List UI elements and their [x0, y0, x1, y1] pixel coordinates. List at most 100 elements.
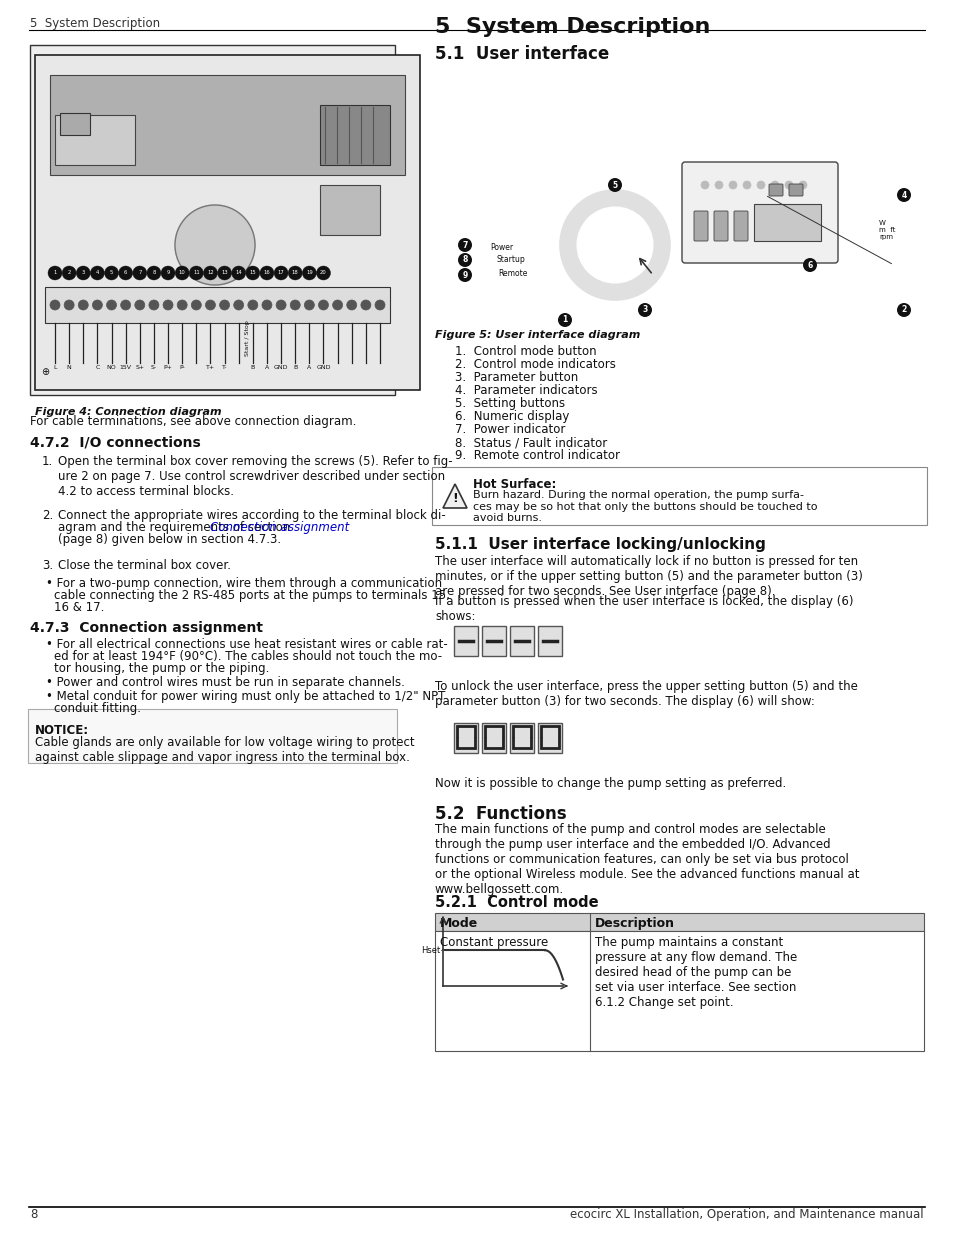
Text: ⊕: ⊕ — [41, 367, 49, 377]
Text: Burn hazard. During the normal operation, the pump surfa-
ces may be so hot that: Burn hazard. During the normal operation… — [473, 490, 817, 524]
Text: Constant pressure: Constant pressure — [439, 936, 548, 948]
Text: 7: 7 — [462, 241, 467, 249]
Circle shape — [233, 300, 243, 310]
FancyBboxPatch shape — [510, 722, 534, 753]
Text: A: A — [307, 366, 311, 370]
Circle shape — [304, 300, 314, 310]
Circle shape — [802, 258, 816, 272]
FancyBboxPatch shape — [510, 626, 534, 656]
Text: 9.  Remote control indicator: 9. Remote control indicator — [455, 450, 619, 462]
Text: cable connecting the 2 RS-485 ports at the pumps to terminals 15,: cable connecting the 2 RS-485 ports at t… — [54, 589, 450, 601]
Text: (page 8) given below in section 4.7.3.: (page 8) given below in section 4.7.3. — [58, 534, 281, 546]
Circle shape — [192, 300, 201, 310]
Text: Mode: Mode — [439, 918, 477, 930]
Circle shape — [259, 266, 274, 280]
Text: 6: 6 — [124, 270, 127, 275]
Circle shape — [757, 182, 764, 189]
FancyBboxPatch shape — [753, 204, 821, 241]
Text: 7.  Power indicator: 7. Power indicator — [455, 424, 565, 436]
Circle shape — [784, 182, 792, 189]
Text: ecocirc XL Installation, Operation, and Maintenance manual: ecocirc XL Installation, Operation, and … — [570, 1208, 923, 1221]
Text: T+: T+ — [206, 366, 214, 370]
Text: 4: 4 — [901, 190, 905, 200]
Text: Power: Power — [490, 242, 513, 252]
FancyBboxPatch shape — [50, 75, 405, 175]
Circle shape — [149, 300, 159, 310]
FancyBboxPatch shape — [454, 626, 477, 656]
Circle shape — [132, 266, 147, 280]
Text: 1.: 1. — [42, 454, 53, 468]
Circle shape — [288, 266, 302, 280]
Text: 5.  Setting buttons: 5. Setting buttons — [455, 396, 564, 410]
Circle shape — [203, 266, 217, 280]
Text: Description: Description — [595, 918, 675, 930]
FancyBboxPatch shape — [454, 722, 477, 753]
Text: 15: 15 — [249, 270, 256, 275]
Text: 7: 7 — [138, 270, 141, 275]
FancyBboxPatch shape — [319, 105, 390, 165]
Circle shape — [177, 300, 187, 310]
Text: S-: S- — [151, 366, 157, 370]
Text: • For a two-pump connection, wire them through a communication: • For a two-pump connection, wire them t… — [46, 577, 441, 590]
Circle shape — [219, 300, 230, 310]
Text: Open the terminal box cover removing the screws (5). Refer to fig-
ure 2 on page: Open the terminal box cover removing the… — [58, 454, 452, 498]
Text: Connection assignment: Connection assignment — [210, 521, 349, 534]
Circle shape — [577, 207, 652, 283]
Circle shape — [457, 238, 472, 252]
Text: Connect the appropriate wires according to the terminal block di-: Connect the appropriate wires according … — [58, 509, 445, 522]
Text: 10: 10 — [178, 270, 185, 275]
Text: 5: 5 — [110, 270, 113, 275]
Circle shape — [896, 188, 910, 203]
FancyBboxPatch shape — [788, 184, 802, 196]
Text: 4.7.2  I/O connections: 4.7.2 I/O connections — [30, 435, 200, 450]
Text: 1: 1 — [561, 315, 567, 325]
Text: 5.1  User interface: 5.1 User interface — [435, 44, 609, 63]
Text: 2: 2 — [68, 270, 71, 275]
Circle shape — [147, 266, 161, 280]
Text: 3.: 3. — [42, 559, 53, 572]
Circle shape — [50, 300, 60, 310]
Text: 17: 17 — [277, 270, 284, 275]
FancyBboxPatch shape — [768, 184, 782, 196]
Text: 6.  Numeric display: 6. Numeric display — [455, 410, 569, 424]
Text: The main functions of the pump and control modes are selectable
through the pump: The main functions of the pump and contr… — [435, 823, 859, 897]
Text: Figure 4: Connection diagram: Figure 4: Connection diagram — [35, 408, 221, 417]
Text: 15V: 15V — [119, 366, 132, 370]
Circle shape — [189, 266, 203, 280]
Circle shape — [62, 266, 76, 280]
Text: NO: NO — [107, 366, 116, 370]
Text: Hset: Hset — [420, 946, 439, 955]
Text: Hot Surface:: Hot Surface: — [473, 478, 556, 492]
Text: Figure 5: User interface diagram: Figure 5: User interface diagram — [435, 330, 639, 340]
FancyBboxPatch shape — [481, 626, 505, 656]
Circle shape — [174, 205, 254, 285]
FancyBboxPatch shape — [45, 287, 390, 324]
Text: W
m  ft
rpm: W m ft rpm — [878, 220, 895, 240]
Text: 3.  Parameter button: 3. Parameter button — [455, 370, 578, 384]
Text: Remote: Remote — [497, 268, 527, 278]
Circle shape — [742, 182, 750, 189]
Circle shape — [457, 268, 472, 282]
Circle shape — [714, 182, 722, 189]
Text: 4.  Parameter indicators: 4. Parameter indicators — [455, 384, 597, 396]
Text: For cable terminations, see above connection diagram.: For cable terminations, see above connec… — [30, 415, 356, 429]
Circle shape — [700, 182, 708, 189]
Text: 5.2.1  Control mode: 5.2.1 Control mode — [435, 895, 598, 910]
Circle shape — [607, 178, 621, 191]
Circle shape — [48, 266, 62, 280]
Text: ed for at least 194°F (90°C). The cables should not touch the mo-: ed for at least 194°F (90°C). The cables… — [54, 650, 441, 663]
Circle shape — [92, 300, 102, 310]
Circle shape — [120, 300, 131, 310]
Circle shape — [248, 300, 257, 310]
Circle shape — [375, 300, 385, 310]
Circle shape — [91, 266, 104, 280]
FancyBboxPatch shape — [435, 913, 923, 931]
Circle shape — [163, 300, 172, 310]
Text: • For all electrical connections use heat resistant wires or cable rat-: • For all electrical connections use hea… — [46, 638, 447, 651]
Circle shape — [205, 300, 215, 310]
Text: P+: P+ — [163, 366, 172, 370]
Text: 9: 9 — [166, 270, 170, 275]
Text: N: N — [67, 366, 71, 370]
Circle shape — [457, 253, 472, 267]
Text: Startup: Startup — [497, 256, 525, 264]
